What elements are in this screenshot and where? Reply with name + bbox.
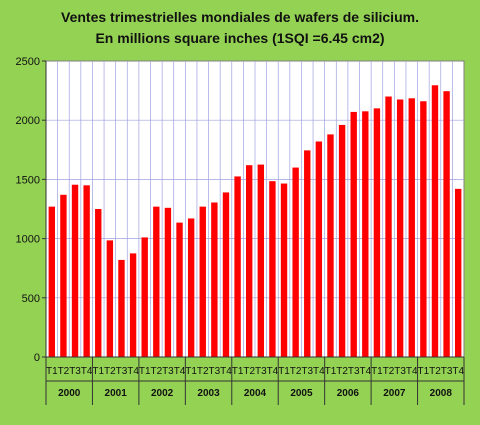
x-tick-label: T1: [418, 366, 430, 377]
year-label: 2001: [105, 388, 128, 399]
x-tick-label: T3: [394, 366, 406, 377]
x-tick-label: T1: [371, 366, 383, 377]
x-tick-label: T4: [127, 366, 139, 377]
bar: [257, 164, 264, 357]
bar: [431, 85, 439, 357]
x-tick-label: T2: [197, 366, 209, 377]
year-label: 2000: [58, 388, 81, 399]
bar: [83, 185, 90, 357]
x-tick-label: T3: [162, 366, 174, 377]
x-tick-label: T1: [46, 366, 58, 377]
y-tick-label: 2500: [16, 56, 40, 68]
x-tick-label: T2: [243, 366, 255, 377]
x-tick-label: T1: [139, 366, 151, 377]
bar: [71, 184, 79, 357]
x-tick-label: T2: [104, 366, 116, 377]
bar: [373, 108, 381, 357]
x-tick-label: T3: [255, 366, 267, 377]
x-tick-label: T3: [301, 366, 313, 377]
x-tick-label: T2: [383, 366, 395, 377]
y-tick-label: 0: [34, 352, 40, 364]
chart-title: Ventes trimestrielles mondiales de wafer…: [61, 9, 419, 25]
year-label: 2004: [244, 388, 267, 399]
x-tick-label: T3: [116, 366, 128, 377]
bar: [338, 124, 346, 357]
bar: [164, 207, 172, 357]
x-tick-label: T4: [359, 366, 371, 377]
bar: [350, 111, 357, 357]
bar: [385, 96, 392, 358]
bar: [246, 165, 253, 357]
x-tick-label: T4: [313, 366, 325, 377]
x-tick-label: T1: [278, 366, 290, 377]
bar: [211, 202, 218, 357]
y-tick-label: 1000: [16, 234, 40, 246]
bar: [118, 259, 125, 357]
bar: [129, 253, 137, 357]
bar: [234, 176, 241, 357]
bar: [141, 237, 148, 357]
year-label: 2003: [197, 388, 220, 399]
bar: [304, 150, 311, 357]
bar: [292, 167, 299, 357]
x-tick-label: T4: [220, 366, 232, 377]
x-tick-label: T3: [69, 366, 81, 377]
y-tick-label: 500: [22, 293, 40, 305]
bar: [199, 206, 206, 357]
bar: [420, 101, 427, 357]
year-label: 2007: [383, 388, 406, 399]
x-tick-label: T2: [290, 366, 302, 377]
bar: [176, 222, 183, 357]
chart-subtitle: En millions square inches (1SQI =6.45 cm…: [95, 30, 384, 46]
x-tick-label: T3: [441, 366, 453, 377]
bar: [455, 188, 462, 357]
x-tick-label: T1: [92, 366, 104, 377]
year-label: 2005: [290, 388, 313, 399]
bar: [408, 98, 415, 358]
x-tick-label: T4: [81, 366, 93, 377]
year-label: 2002: [151, 388, 174, 399]
x-tick-label: T1: [325, 366, 337, 377]
x-tick-label: T1: [185, 366, 197, 377]
bar: [315, 141, 323, 357]
x-tick-label: T1: [232, 366, 244, 377]
y-tick-label: 1500: [16, 174, 40, 186]
x-tick-label: T4: [452, 366, 464, 377]
bar: [60, 194, 67, 357]
bar: [327, 134, 334, 357]
bar: [153, 206, 160, 357]
bar: [396, 99, 404, 357]
x-tick-label: T4: [174, 366, 186, 377]
bar: [280, 183, 288, 357]
bar: [269, 181, 276, 357]
x-tick-label: T4: [406, 366, 418, 377]
x-tick-label: T3: [209, 366, 221, 377]
bar: [362, 111, 369, 357]
bar: [187, 218, 195, 357]
bar: [222, 192, 230, 357]
bar: [48, 206, 55, 357]
year-label: 2006: [337, 388, 360, 399]
x-tick-label: T2: [58, 366, 70, 377]
bar: [95, 209, 102, 357]
y-tick-label: 2000: [16, 115, 40, 127]
year-label: 2008: [430, 388, 453, 399]
x-tick-label: T2: [150, 366, 162, 377]
x-tick-label: T2: [336, 366, 348, 377]
x-tick-label: T3: [348, 366, 360, 377]
x-tick-label: T2: [429, 366, 441, 377]
bar: [443, 91, 450, 357]
x-tick-label: T4: [267, 366, 279, 377]
bar: [106, 240, 114, 357]
